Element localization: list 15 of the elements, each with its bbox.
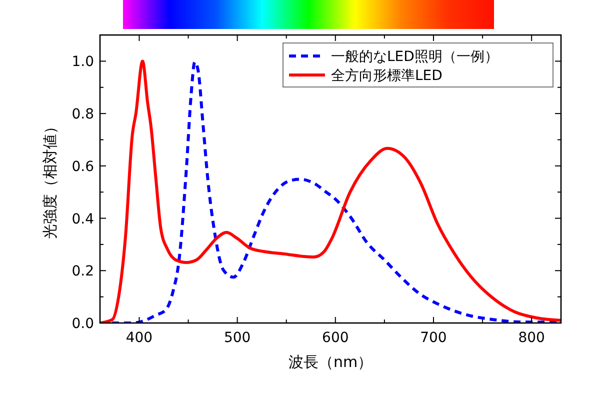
y-tick-label: 1.0 (72, 54, 94, 70)
y-tick-label: 0.8 (72, 106, 94, 123)
legend-label: 全方向形標準LED (331, 68, 442, 84)
y-tick-label: 0.6 (72, 158, 94, 175)
y-axis-title: 光強度（相対値） (41, 119, 59, 239)
x-tick-label: 500 (224, 330, 251, 346)
x-axis-title: 波長（nm） (288, 353, 373, 371)
legend-label: 一般的なLED照明（一例） (331, 49, 498, 65)
x-tick-label: 800 (518, 330, 545, 346)
y-tick-label: 0.4 (72, 211, 94, 228)
y-tick-label: 0.2 (72, 264, 94, 280)
x-tick-label: 600 (322, 330, 349, 346)
x-tick-label: 700 (420, 330, 447, 346)
y-tick-label: 0.0 (72, 316, 94, 332)
x-tick-label: 400 (126, 330, 153, 346)
